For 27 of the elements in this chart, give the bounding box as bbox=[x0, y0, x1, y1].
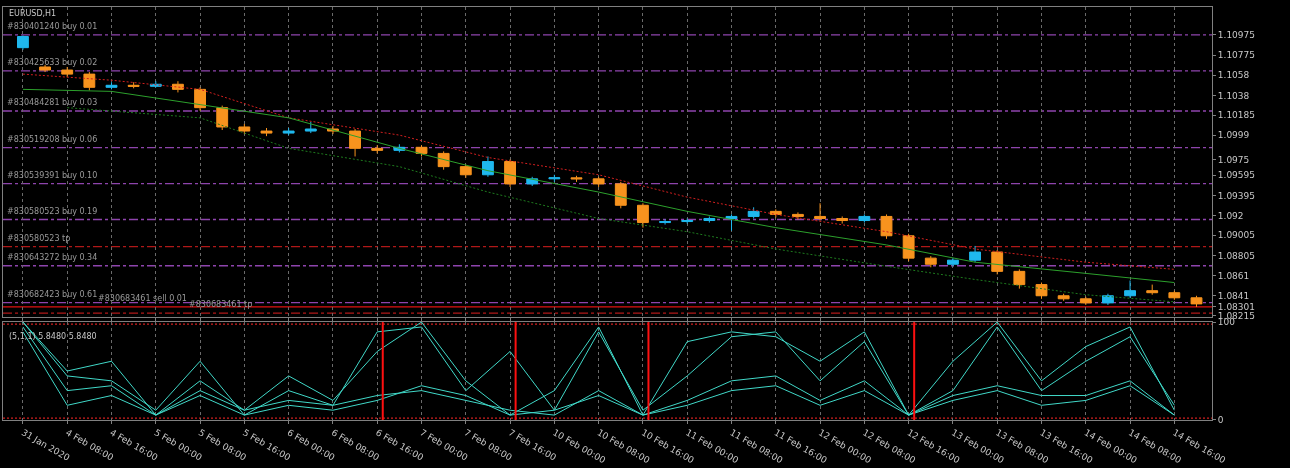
ref-line-label: #830401240 buy 0.01 bbox=[7, 22, 98, 31]
ref-line-label: #830682423 buy 0.61 bbox=[7, 290, 98, 299]
ref-line-label: #830539391 buy 0.10 bbox=[7, 171, 98, 180]
ref-line-label: #830643272 buy 0.34 bbox=[7, 253, 98, 262]
ref-line-label: #830683461 sell 0.01 bbox=[98, 294, 187, 303]
y-tick-label: 1.10775 bbox=[1217, 50, 1256, 61]
y-tick-label: 1.092 bbox=[1217, 210, 1244, 221]
y-tick-label: 1.09595 bbox=[1217, 170, 1256, 181]
y-tick-label: 1.10975 bbox=[1217, 30, 1256, 41]
y-tick-label: 1.09395 bbox=[1217, 190, 1256, 201]
y-tick-label: 1.0999 bbox=[1217, 130, 1250, 141]
y-tick-label: 1.1058 bbox=[1217, 70, 1250, 81]
ref-line-label: #830580523 buy 0.19 bbox=[7, 207, 98, 216]
ref-line-label: #830425633 buy 0.02 bbox=[7, 58, 98, 67]
y-tick-label: 1.10185 bbox=[1217, 110, 1256, 121]
y-tick-label: 1.0841 bbox=[1217, 290, 1250, 301]
y-tick-label: 1.08805 bbox=[1217, 250, 1256, 261]
y-tick-label: 0 bbox=[1217, 415, 1224, 426]
y-tick-label: 1.09005 bbox=[1217, 230, 1256, 241]
ref-line-label: #830580523 tp bbox=[7, 234, 71, 243]
y-tick-label: 1.1038 bbox=[1217, 90, 1250, 101]
y-tick-label: 1.08301 bbox=[1217, 301, 1256, 312]
chart-title: EURUSD,H1 bbox=[9, 9, 57, 18]
y-tick-label: 1.0861 bbox=[1217, 270, 1250, 281]
ref-line-label: #830484281 buy 0.03 bbox=[7, 98, 98, 107]
ref-line-label: #830519208 buy 0.06 bbox=[7, 135, 98, 144]
y-tick-label: 1.0975 bbox=[1217, 154, 1250, 165]
